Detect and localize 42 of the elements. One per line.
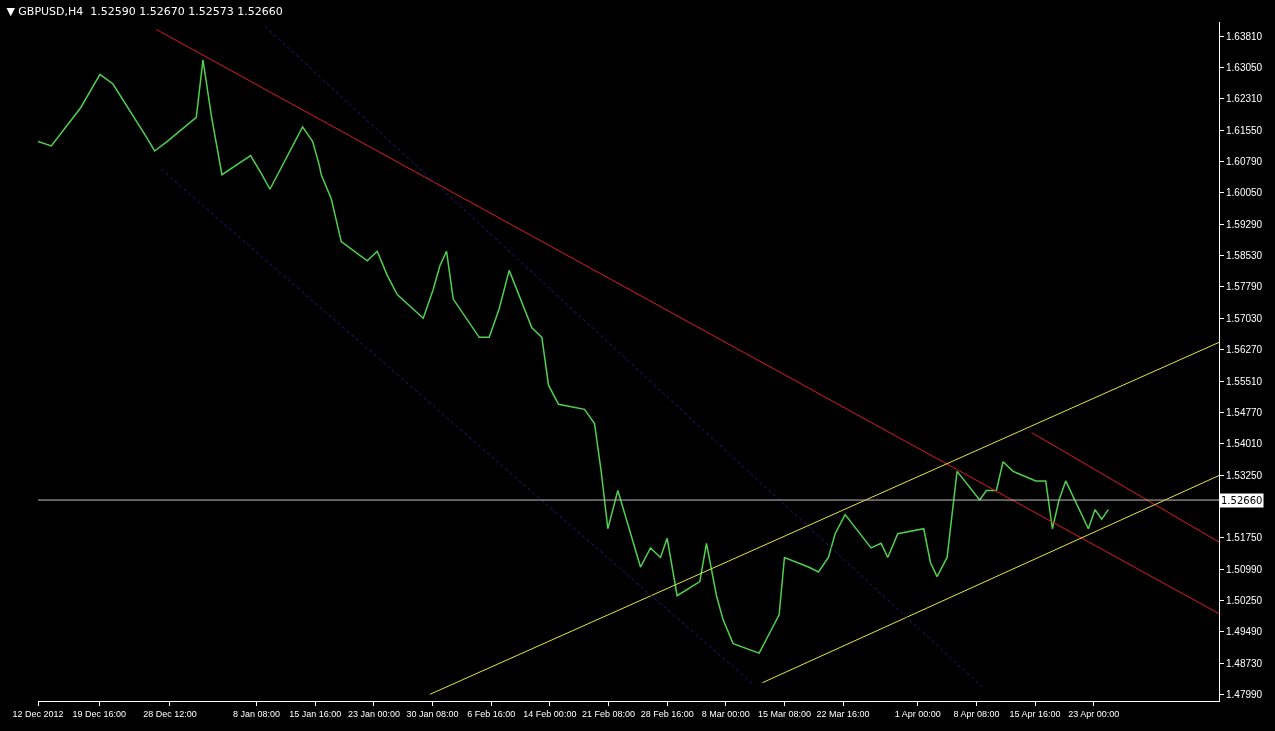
y-tick-label: 1.47990 bbox=[1226, 688, 1263, 700]
x-tick-label: 12 Dec 2012 bbox=[12, 708, 64, 719]
y-tick-label: 1.57030 bbox=[1226, 312, 1263, 324]
x-tick-label: 19 Dec 16:00 bbox=[72, 708, 127, 719]
y-tick-label: 1.58530 bbox=[1226, 250, 1263, 262]
line-series bbox=[38, 59, 1110, 654]
y-tick-label: 1.57790 bbox=[1226, 281, 1263, 293]
x-tick-label: 8 Apr 08:00 bbox=[953, 708, 1000, 719]
chart-title: ▼ GBPUSD,H4 1.52590 1.52670 1.52573 1.52660 bbox=[6, 5, 283, 19]
x-tick-label: 28 Feb 16:00 bbox=[640, 708, 694, 719]
ref-line-label: 1.52660 bbox=[1221, 495, 1263, 506]
y-tick-label: 1.50990 bbox=[1226, 564, 1263, 576]
x-tick-label: 15 Apr 16:00 bbox=[1009, 708, 1061, 719]
y-tick-label: 1.56270 bbox=[1226, 344, 1263, 356]
y-tick-label: 1.61550 bbox=[1226, 124, 1263, 136]
y-tick-label: 1.54010 bbox=[1226, 438, 1263, 450]
x-tick-label: 21 Feb 08:00 bbox=[581, 708, 636, 719]
y-tick-label: 1.48730 bbox=[1226, 658, 1263, 670]
y-tick-label: 1.50250 bbox=[1226, 594, 1263, 606]
x-tick-label: 14 Feb 00:00 bbox=[523, 708, 577, 719]
y-tick-label: 1.51750 bbox=[1226, 532, 1263, 544]
y-tick-label: 1.60050 bbox=[1226, 187, 1263, 199]
y-tick-label: 1.62310 bbox=[1226, 93, 1263, 105]
y-tick-label: 1.60790 bbox=[1226, 156, 1263, 168]
x-tick-label: 23 Jan 00:00 bbox=[347, 708, 400, 719]
y-tick-label: 1.63050 bbox=[1226, 62, 1263, 74]
x-tick-label: 28 Dec 12:00 bbox=[143, 708, 197, 719]
x-tick-label: 6 Feb 16:00 bbox=[467, 708, 516, 719]
x-tick-label: 30 Jan 08:00 bbox=[406, 708, 459, 719]
x-tick-label: 22 Mar 16:00 bbox=[816, 708, 870, 719]
x-tick-label: 8 Mar 00:00 bbox=[701, 708, 750, 719]
y-tick-label: 1.53250 bbox=[1226, 470, 1263, 481]
y-tick-label: 1.55510 bbox=[1226, 375, 1263, 387]
y-tick-label: 1.63810 bbox=[1226, 30, 1263, 42]
y-tick-label: 1.59290 bbox=[1226, 218, 1263, 230]
x-tick-label: 23 Apr 00:00 bbox=[1068, 708, 1120, 719]
y-tick-label: 1.54770 bbox=[1226, 406, 1263, 418]
x-tick-label: 1 Apr 00:00 bbox=[894, 708, 941, 719]
x-tick-label: 15 Jan 16:00 bbox=[289, 708, 342, 719]
y-tick-label: 1.49490 bbox=[1226, 626, 1263, 638]
x-tick-label: 15 Mar 08:00 bbox=[757, 708, 811, 719]
x-tick-label: 8 Jan 08:00 bbox=[233, 708, 281, 719]
